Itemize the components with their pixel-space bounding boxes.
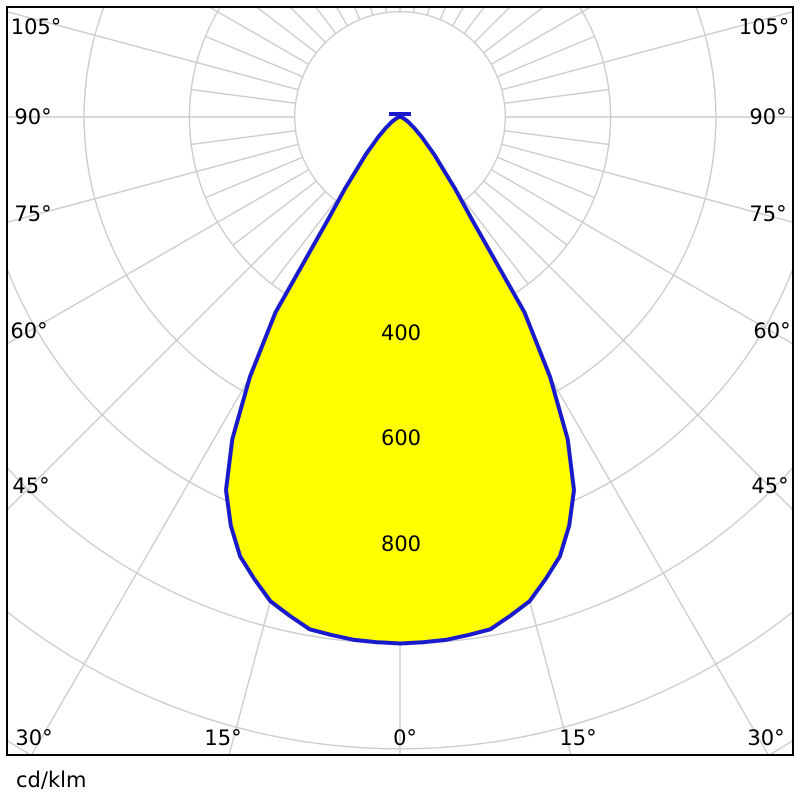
angle-label-left-45: 45°: [12, 474, 49, 498]
grid-ray: [205, 156, 303, 199]
grid-ray: [8, 190, 327, 510]
angle-label-bottom-30R: 30°: [747, 726, 784, 750]
grid-ray: [315, 8, 337, 34]
radial-tick-label: 400: [381, 321, 421, 345]
grid-ray: [473, 190, 792, 510]
angle-tick-labels: 105° 90° 75° 60° 45° 30° 15° 0° 15° 30° …: [10, 15, 790, 750]
angle-label-right-90: 90°: [749, 105, 786, 129]
angle-label-left-105: 105°: [11, 15, 62, 39]
grid-ray: [191, 130, 296, 146]
grid-ray: [497, 35, 595, 78]
angle-label-right-60: 60°: [753, 319, 790, 343]
unit-label: cd/klm: [16, 768, 86, 792]
grid-ray: [232, 180, 317, 246]
grid-ray: [271, 200, 337, 285]
grid-ray: [8, 169, 310, 345]
grid-ray: [191, 88, 296, 104]
intensity-curve: [224, 115, 576, 646]
grid-ray: [501, 11, 792, 91]
grid-ray: [463, 8, 485, 34]
grid-ray: [8, 11, 299, 91]
grid-ray: [504, 130, 609, 146]
grid-ray: [483, 8, 544, 54]
radial-tick-label: 800: [381, 532, 421, 556]
angle-label-left-90: 90°: [14, 105, 51, 129]
grid-ray: [483, 180, 568, 246]
angle-label-left-60: 60°: [10, 319, 47, 343]
angle-label-left-75: 75°: [14, 202, 51, 226]
grid-ray: [205, 35, 303, 78]
grid-ray: [490, 169, 792, 345]
grid-ray: [8, 143, 299, 223]
angle-label-bottom-0: 0°: [393, 726, 417, 750]
angle-label-right-45: 45°: [751, 474, 788, 498]
plot-frame: [6, 6, 794, 756]
angle-label-right-75: 75°: [749, 202, 786, 226]
grid-ray: [256, 8, 317, 54]
radial-tick-labels: 400 600 800: [381, 321, 421, 556]
angle-label-right-105: 105°: [739, 15, 790, 39]
angle-label-bottom-15L: 15°: [204, 726, 241, 750]
angle-label-bottom-15R: 15°: [559, 726, 596, 750]
grid-ray: [497, 156, 595, 199]
grid-ray: [501, 143, 792, 223]
grid-ray: [463, 200, 529, 285]
angle-label-bottom-30L: 30°: [15, 726, 52, 750]
grid-ray: [504, 88, 609, 104]
radial-tick-label: 600: [381, 426, 421, 450]
